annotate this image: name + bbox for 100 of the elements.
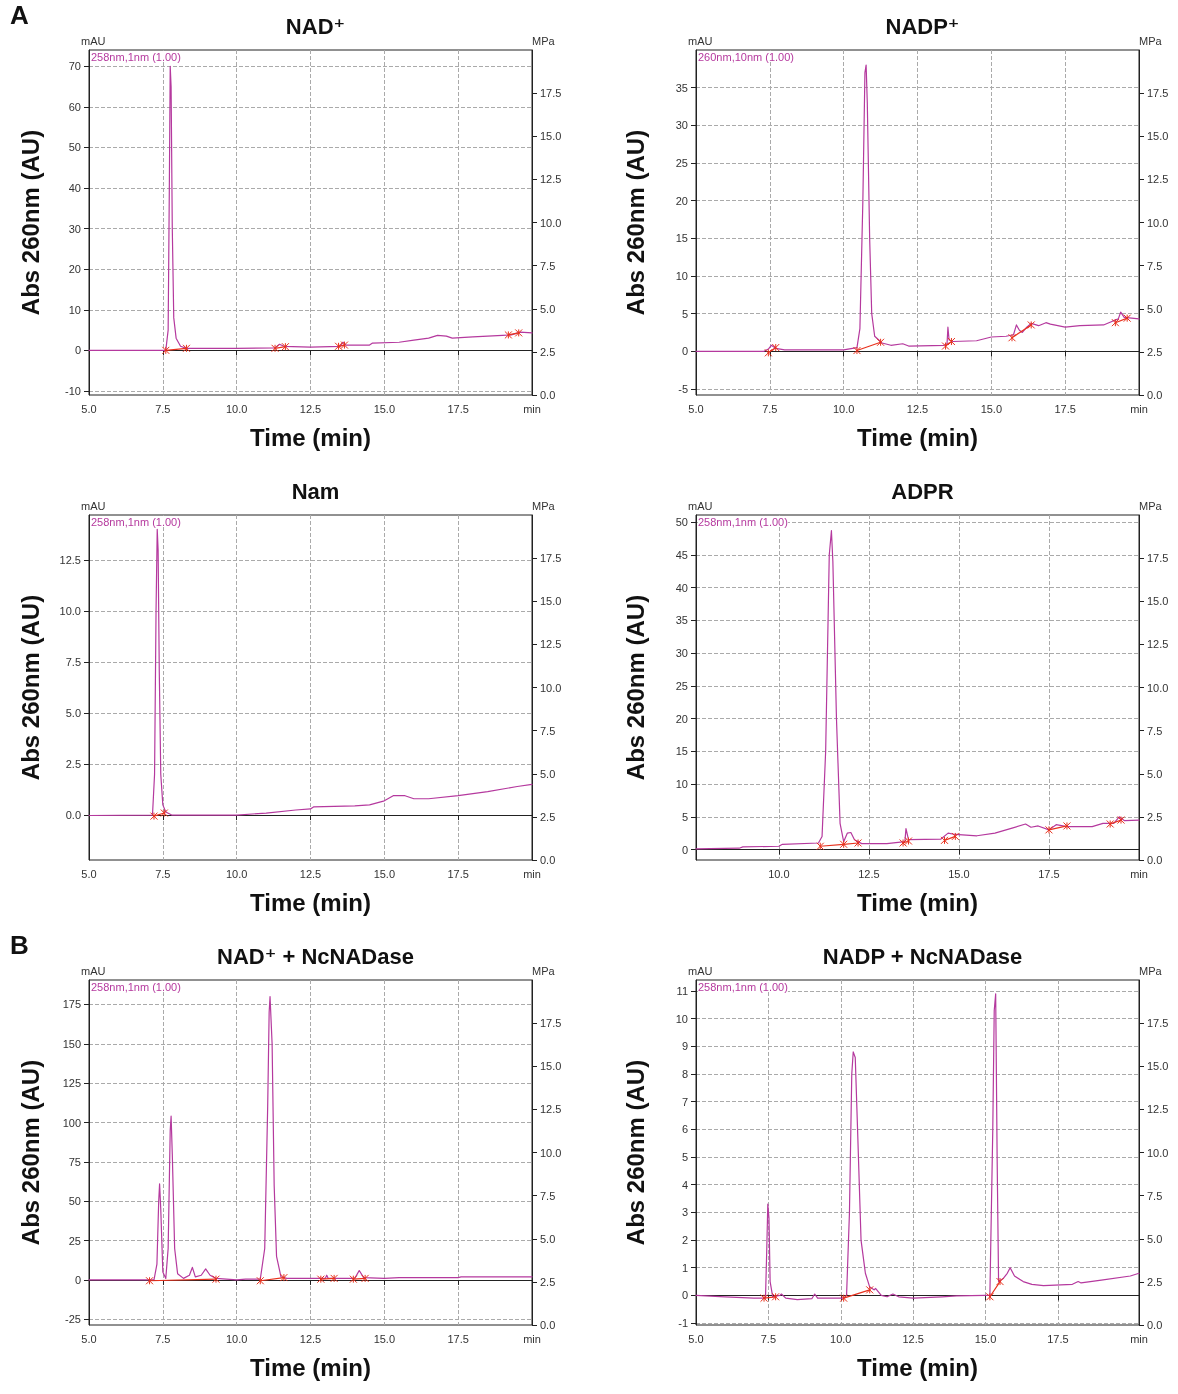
point <box>1116 816 1125 825</box>
x-tick-label: 12.5 <box>902 1332 924 1345</box>
point <box>1062 821 1071 830</box>
y2-tick-label: 10.0 <box>540 216 562 229</box>
y-tick-label: 12.5 <box>59 553 81 566</box>
x-tick-label: min <box>523 1332 541 1345</box>
y2-tick-label: 5.0 <box>540 767 556 780</box>
y2-tick-label: 5.0 <box>1147 767 1163 780</box>
x-axis-title: Time (min) <box>857 423 978 451</box>
x-axis-title: Time (min) <box>857 888 978 916</box>
y-axis-title: Abs 260nm (AU) <box>16 129 44 316</box>
y-tick-label: 20 <box>675 712 688 725</box>
y2-axis-title: MPa <box>532 34 556 47</box>
y2-tick-label: 10.0 <box>540 681 562 694</box>
y-tick-label: 70 <box>68 60 81 73</box>
y2-tick-label: 15.0 <box>1147 595 1169 608</box>
y2-tick-label: 0.0 <box>540 854 556 866</box>
x-tick-label: min <box>1130 402 1148 415</box>
y-tick-label: 25 <box>675 156 688 169</box>
y2-tick-label: 0.0 <box>1147 854 1163 866</box>
y2-tick-label: 2.5 <box>540 345 556 358</box>
chart-title: Nam <box>291 478 340 504</box>
y-tick-label: 10.0 <box>59 604 81 617</box>
text: mAU <box>81 964 106 977</box>
x-tick-label: 17.5 <box>447 1332 469 1345</box>
y2-tick-label: 2.5 <box>1147 1275 1163 1288</box>
point <box>876 338 885 347</box>
y-tick-label: 1 <box>681 1261 688 1274</box>
x-tick-label: 15.0 <box>974 1332 997 1345</box>
y2-tick-label: 0.0 <box>1147 389 1163 401</box>
y-tick-label: 11 <box>676 985 688 998</box>
y-tick-label: 50 <box>68 141 81 154</box>
y2-tick-label: 17.5 <box>1147 552 1169 565</box>
text: 258nm,1nm (1.00) <box>698 515 788 528</box>
y-tick-label: 15 <box>675 745 688 758</box>
text: 260nm,10nm (1.00) <box>698 50 794 63</box>
y-tick-label: 10 <box>675 1012 688 1025</box>
y-tick-label: 50 <box>68 1195 81 1208</box>
y2-tick-label: 12.5 <box>540 1103 562 1116</box>
text: 258nm,1nm (1.00) <box>91 980 181 993</box>
x-tick-label: 15.0 <box>373 867 396 880</box>
x-tick-label: 7.5 <box>155 402 171 415</box>
point <box>904 837 913 846</box>
x-tick-label: 7.5 <box>155 867 171 880</box>
x-tick-label: 17.5 <box>447 402 469 415</box>
text: mAU <box>688 964 713 977</box>
point <box>1123 314 1132 323</box>
x-tick-label: 17.5 <box>447 867 469 880</box>
y2-tick-label: 5.0 <box>1147 1232 1163 1245</box>
y-tick-label: 75 <box>68 1155 81 1168</box>
y2-tick-label: 12.5 <box>1147 173 1169 186</box>
y-tick-label: 175 <box>62 998 81 1011</box>
x-axis-title: Time (min) <box>857 1353 978 1381</box>
y-tick-label: 25 <box>68 1234 81 1247</box>
x-tick-label: 12.5 <box>299 1332 322 1345</box>
point <box>839 1294 848 1303</box>
x-tick-label: min <box>1130 867 1148 880</box>
point <box>1106 819 1115 828</box>
y-tick-label: 5 <box>681 1151 688 1164</box>
point <box>1044 825 1053 834</box>
y2-tick-label: 5.0 <box>540 302 556 315</box>
x-tick-label: 12.5 <box>906 402 929 415</box>
chart-title: NADP⁺ <box>885 13 960 39</box>
point <box>996 1277 1005 1286</box>
y2-axis-title: MPa <box>1139 499 1163 512</box>
y2-tick-label: 15.0 <box>540 130 562 143</box>
y2-tick-label: 0.0 <box>540 389 556 401</box>
y2-tick-label: 12.5 <box>1147 1103 1169 1116</box>
y2-tick-label: 12.5 <box>540 638 562 651</box>
y2-axis-title: MPa <box>1139 34 1163 47</box>
x-tick-label: min <box>523 867 541 880</box>
y-tick-label: 25 <box>675 679 688 692</box>
y-tick-label: 60 <box>68 100 81 113</box>
text: mAU <box>81 499 106 512</box>
y2-tick-label: 0.0 <box>1147 1319 1163 1331</box>
y2-tick-label: 5.0 <box>540 1232 556 1245</box>
y-tick-label: 40 <box>675 581 688 594</box>
point <box>1027 320 1036 329</box>
y2-axis-title: MPa <box>532 499 556 512</box>
x-tick-label: min <box>1130 1332 1148 1345</box>
chart-title: NAD⁺ <box>285 13 346 39</box>
y-tick-label: 7 <box>681 1095 688 1108</box>
point <box>771 343 780 352</box>
y2-axis-title: MPa <box>1139 964 1163 977</box>
y2-tick-label: 2.5 <box>1147 345 1163 358</box>
y2-tick-label: 17.5 <box>540 552 562 565</box>
y-tick-label: 35 <box>675 81 688 94</box>
y-tick-label: 45 <box>675 548 688 561</box>
y2-tick-label: 17.5 <box>540 1017 562 1030</box>
y2-tick-label: 2.5 <box>540 810 556 823</box>
y2-tick-label: 17.5 <box>1147 87 1169 100</box>
x-tick-label: 15.0 <box>373 402 396 415</box>
y2-tick-label: 2.5 <box>1147 810 1163 823</box>
y-tick-label: 0 <box>681 345 688 358</box>
x-tick-label: 15.0 <box>948 867 970 880</box>
point <box>760 1294 769 1303</box>
y-axis-title: Abs 260nm (AU) <box>16 1059 44 1246</box>
text: mAU <box>81 34 106 47</box>
y2-tick-label: 15.0 <box>540 1060 562 1073</box>
y2-tick-label: 7.5 <box>540 1189 556 1202</box>
